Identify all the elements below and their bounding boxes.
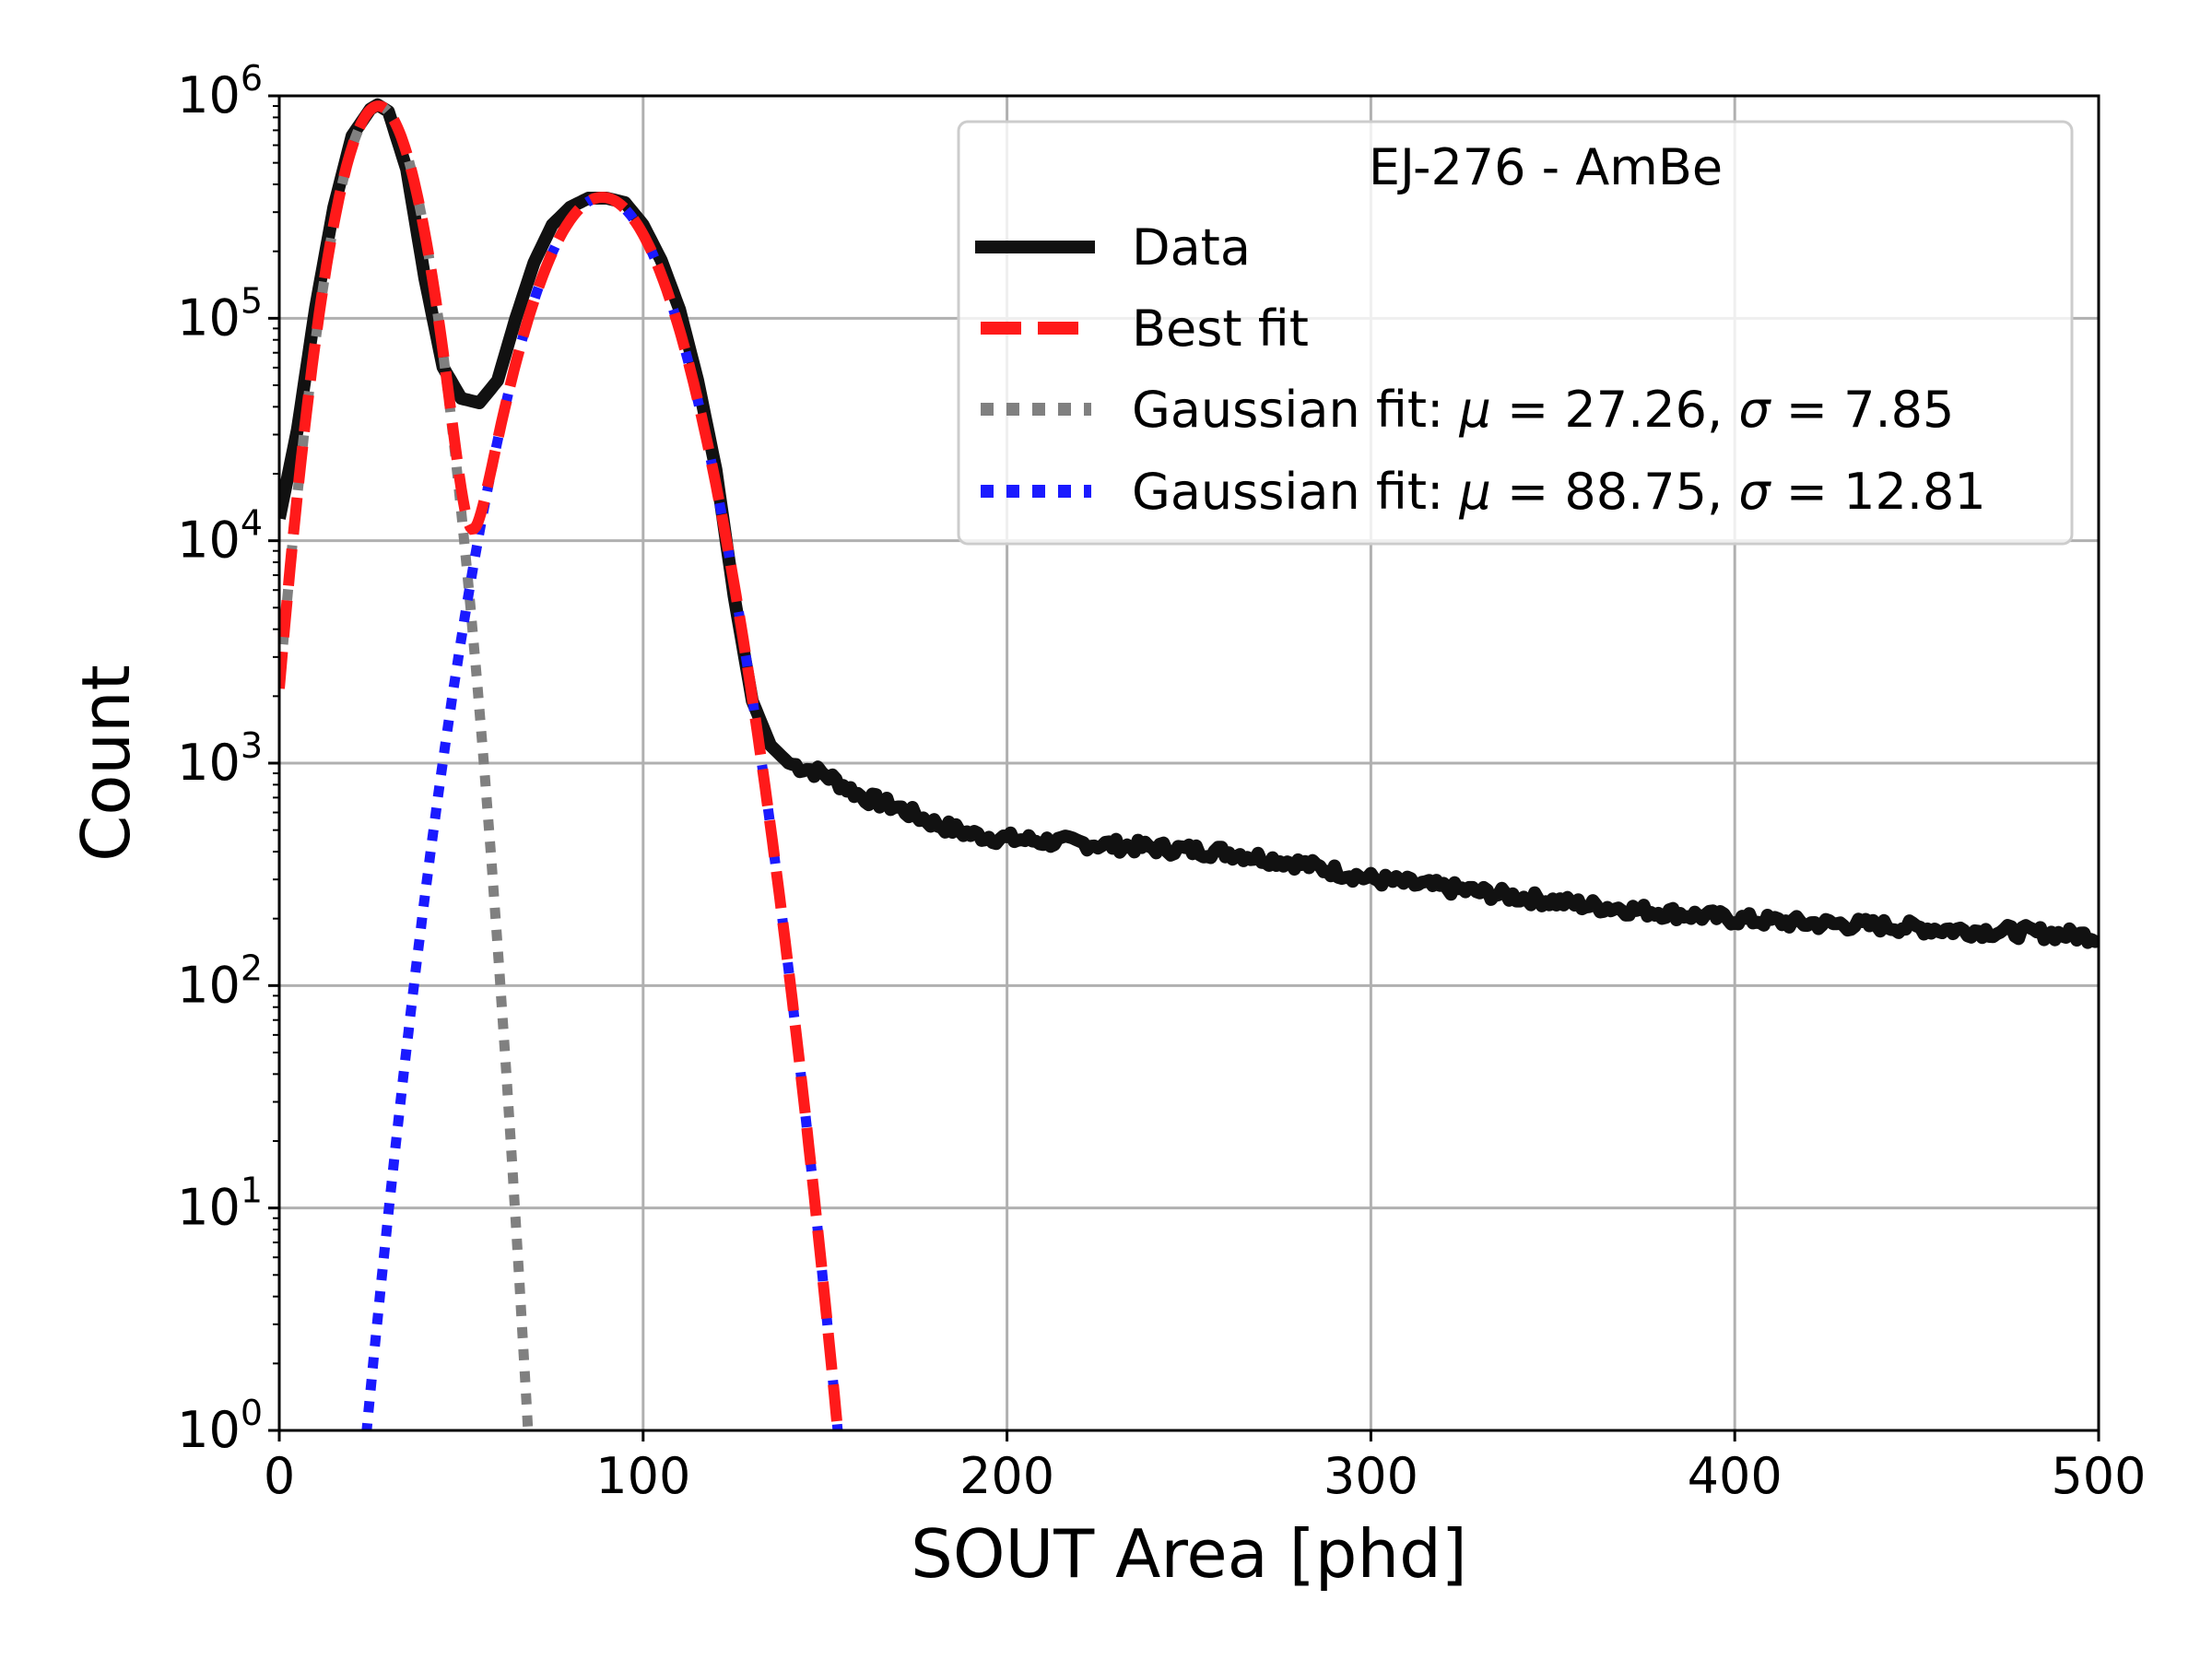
legend-label-gaussian-1: Gaussian fit: μ = 27.26, σ = 7.85 bbox=[1132, 381, 1954, 439]
x-axis: 0 100 200 300 400 500 bbox=[264, 1430, 2147, 1505]
y-tick-label: 102 bbox=[177, 947, 263, 1014]
legend-label-best-fit: Best fit bbox=[1132, 300, 1309, 358]
y-tick-label: 105 bbox=[177, 280, 263, 347]
x-axis-label: SOUT Area [phd] bbox=[911, 1515, 1467, 1593]
y-tick-label: 100 bbox=[177, 1393, 263, 1459]
legend-label-gaussian-2: Gaussian fit: μ = 88.75, σ = 12.81 bbox=[1132, 463, 1986, 521]
series-layer bbox=[279, 98, 2099, 1430]
y-tick-label: 106 bbox=[177, 58, 263, 124]
y-axis: 100 101 102 103 104 105 106 bbox=[177, 58, 279, 1459]
y-axis-label: Count bbox=[67, 665, 145, 862]
y-tick-label: 101 bbox=[177, 1171, 263, 1237]
legend-box bbox=[957, 120, 2074, 546]
x-tick-label: 400 bbox=[1688, 1447, 1783, 1505]
legend: EJ-276 - AmBe Data Best fit Gaussian fit… bbox=[957, 120, 2074, 546]
x-tick-label: 200 bbox=[959, 1447, 1054, 1505]
x-tick-label: 500 bbox=[2051, 1447, 2146, 1505]
series-data-line bbox=[279, 98, 2099, 949]
series-best-fit-line bbox=[279, 100, 843, 1430]
x-tick-label: 0 bbox=[264, 1447, 295, 1505]
x-tick-label: 300 bbox=[1324, 1447, 1418, 1505]
x-tick-label: 100 bbox=[595, 1447, 690, 1505]
legend-label-data: Data bbox=[1132, 218, 1251, 276]
legend-title: EJ-276 - AmBe bbox=[1369, 138, 1723, 196]
y-tick-label: 104 bbox=[177, 503, 263, 570]
y-tick-label: 103 bbox=[177, 725, 263, 792]
